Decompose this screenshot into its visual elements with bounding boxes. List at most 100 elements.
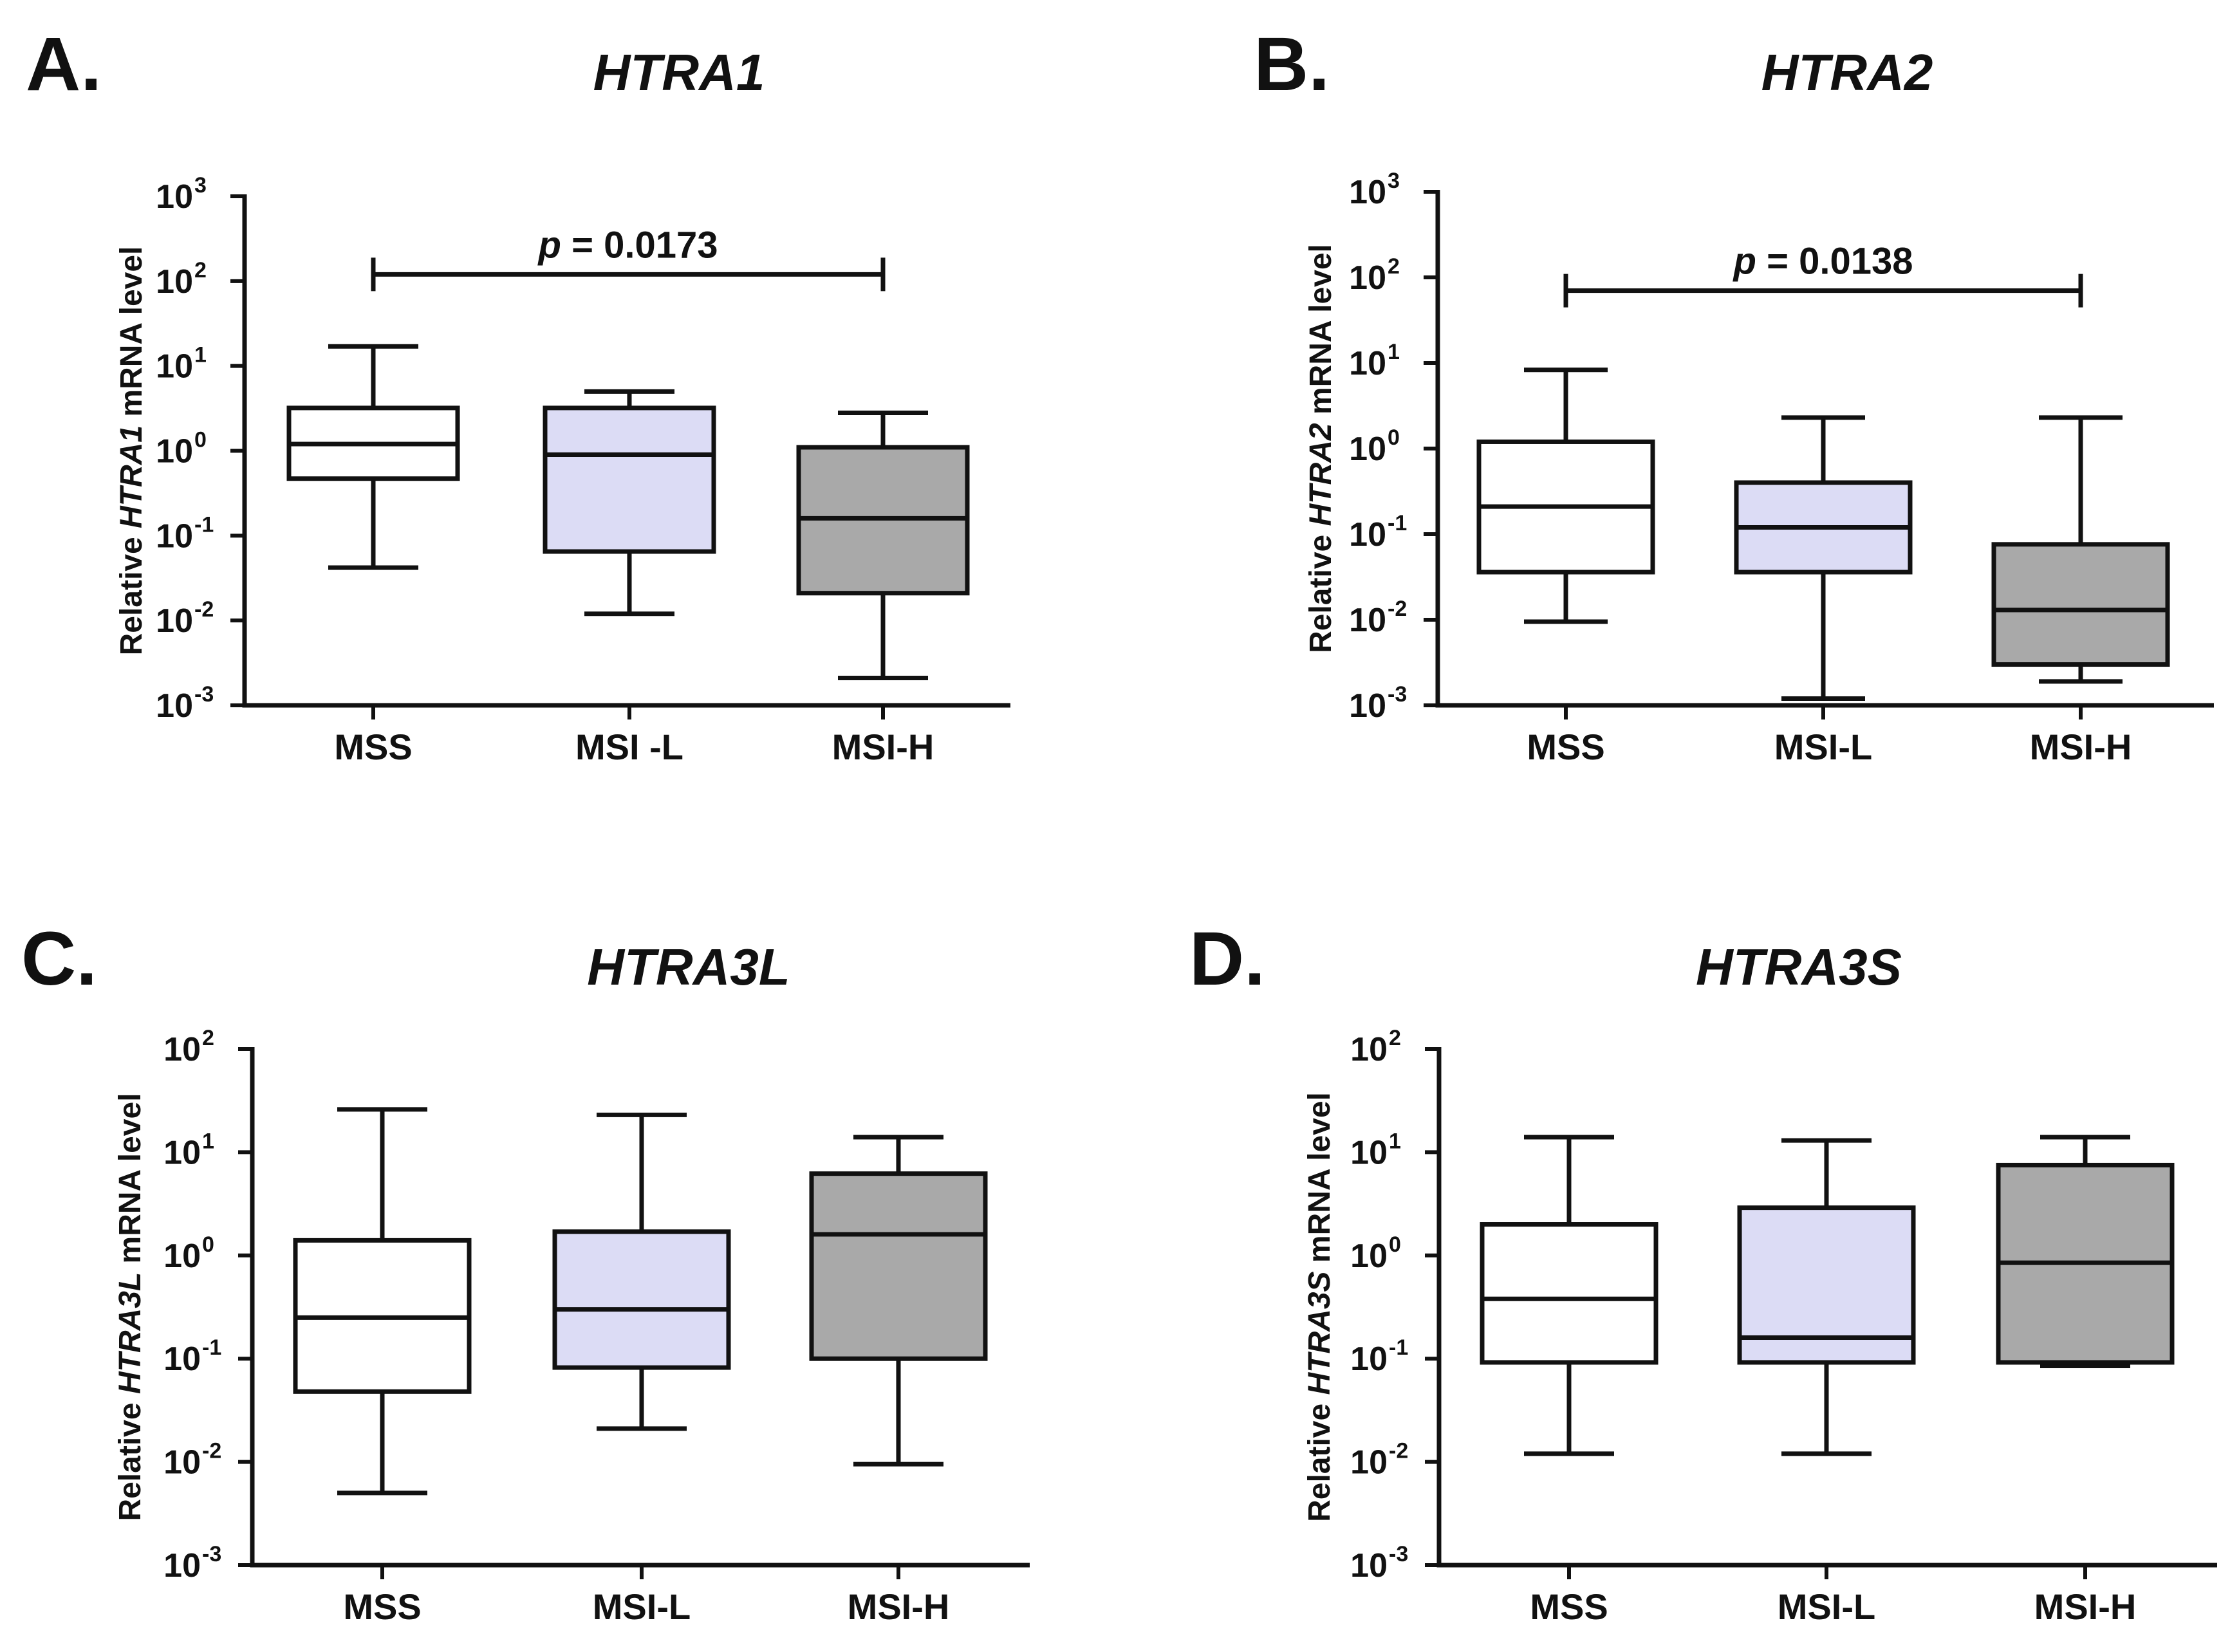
y-tick-exponent: 3 — [1388, 169, 1400, 193]
y-axis-label: Relative HTRA3S mRNA level — [1303, 1092, 1337, 1522]
y-tick-label: 10 — [163, 1547, 201, 1584]
x-tick-label: MSI -L — [575, 727, 683, 767]
y-tick-label: 10 — [1349, 602, 1386, 639]
p-value-label: p = 0.0173 — [537, 224, 718, 266]
box-msi-l — [543, 389, 716, 617]
box-msi-l — [1734, 415, 1913, 701]
y-tick-exponent: -1 — [194, 512, 214, 537]
panel-letter: C. — [21, 916, 97, 1001]
y-tick-label: 10 — [1349, 174, 1386, 211]
y-tick-exponent: 0 — [194, 428, 207, 452]
y-tick-label: 10 — [156, 263, 193, 301]
y-tick-exponent: 1 — [202, 1129, 214, 1153]
panel-letter: D. — [1189, 916, 1265, 1001]
y-tick-label: 10 — [1350, 1031, 1388, 1068]
y-tick-exponent: -3 — [1388, 682, 1407, 707]
box-mss — [1476, 367, 1655, 624]
x-tick-label: MSI-L — [1774, 727, 1872, 767]
y-tick-label: 10 — [1350, 1238, 1388, 1275]
x-tick-label: MSI-H — [2030, 727, 2132, 767]
box-mss — [286, 344, 460, 570]
x-tick-label: MSI-H — [848, 1586, 950, 1627]
box-msi-h — [1996, 1135, 2175, 1369]
box-msi-l — [552, 1112, 731, 1431]
panel-letter: B. — [1254, 22, 1330, 107]
x-tick-label: MSI-H — [2034, 1586, 2137, 1627]
y-tick-label: 10 — [163, 1031, 201, 1068]
y-tick-exponent: 2 — [202, 1026, 214, 1050]
y-tick-label: 10 — [1349, 259, 1386, 297]
y-tick-label: 10 — [163, 1134, 201, 1171]
y-tick-label: 10 — [156, 517, 193, 555]
y-tick-exponent: 1 — [194, 343, 207, 367]
box-msi-h — [809, 1135, 988, 1467]
y-tick-exponent: -2 — [202, 1439, 221, 1463]
y-tick-exponent: 2 — [194, 258, 207, 283]
y-tick-label: 10 — [163, 1238, 201, 1275]
y-tick-label: 10 — [156, 433, 193, 470]
iqr-box — [809, 1171, 988, 1361]
y-tick-exponent: -3 — [194, 682, 214, 707]
x-tick-label: MSI-H — [832, 727, 934, 767]
chart-title: HTRA3S — [1696, 938, 1902, 996]
y-axis-label: Relative HTRA2 mRNA level — [1304, 244, 1338, 653]
y-tick-exponent: 2 — [1388, 254, 1400, 279]
x-tick-label: MSS — [1530, 1586, 1608, 1627]
y-tick-label: 10 — [1350, 1341, 1388, 1378]
panel-letter: A. — [26, 22, 102, 107]
x-tick-label: MSI-L — [1778, 1586, 1875, 1627]
y-tick-exponent: 0 — [1388, 425, 1400, 450]
y-tick-label: 10 — [1349, 516, 1386, 553]
y-tick-label: 10 — [1349, 687, 1386, 725]
y-tick-exponent: -1 — [202, 1335, 221, 1360]
p-value-label: p = 0.0138 — [1733, 241, 1913, 283]
y-tick-exponent: 0 — [1389, 1232, 1401, 1257]
significance-bracket: p = 0.0173 — [371, 224, 886, 292]
y-tick-exponent: 1 — [1388, 340, 1400, 364]
chart-title: HTRA3L — [587, 938, 790, 996]
box-msi-l — [1737, 1138, 1916, 1456]
chart-title: HTRA1 — [593, 44, 765, 101]
y-tick-label: 10 — [163, 1341, 201, 1378]
x-tick-label: MSS — [1527, 727, 1604, 767]
box-mss — [1480, 1135, 1659, 1456]
y-tick-exponent: -1 — [1388, 511, 1407, 535]
y-tick-label: 10 — [156, 178, 193, 216]
y-axis-label: Relative HTRA3L mRNA level — [113, 1093, 147, 1521]
iqr-box — [552, 1229, 731, 1370]
y-tick-exponent: 3 — [194, 173, 207, 198]
iqr-box — [543, 405, 716, 554]
y-tick-label: 10 — [156, 348, 193, 385]
y-tick-label: 10 — [156, 687, 193, 725]
y-tick-label: 10 — [1349, 431, 1386, 468]
y-tick-exponent: -2 — [1388, 597, 1407, 621]
iqr-box — [1991, 542, 2170, 667]
y-tick-label: 10 — [1349, 345, 1386, 382]
x-tick-label: MSS — [343, 1586, 421, 1627]
y-tick-exponent: -3 — [202, 1542, 221, 1566]
y-tick-exponent: 0 — [202, 1232, 214, 1257]
y-axis-label: Relative HTRA1 mRNA level — [115, 246, 149, 656]
y-tick-exponent: 1 — [1389, 1129, 1401, 1153]
box-msi-h — [1991, 415, 2170, 684]
y-tick-label: 10 — [1350, 1134, 1388, 1171]
y-tick-exponent: 2 — [1389, 1026, 1401, 1050]
x-tick-label: MSS — [334, 727, 412, 767]
y-tick-label: 10 — [163, 1444, 201, 1481]
y-tick-exponent: -2 — [194, 597, 214, 622]
significance-bracket: p = 0.0138 — [1563, 241, 2083, 308]
box-mss — [293, 1107, 472, 1496]
y-tick-label: 10 — [1350, 1444, 1388, 1481]
chart-title: HTRA2 — [1761, 44, 1933, 101]
iqr-box — [1480, 1222, 1659, 1365]
x-tick-label: MSI-L — [593, 1586, 691, 1627]
y-tick-exponent: -1 — [1389, 1335, 1408, 1360]
y-tick-label: 10 — [156, 602, 193, 640]
y-tick-exponent: -3 — [1389, 1542, 1408, 1566]
box-msi-h — [796, 411, 970, 681]
y-tick-exponent: -2 — [1389, 1439, 1408, 1463]
